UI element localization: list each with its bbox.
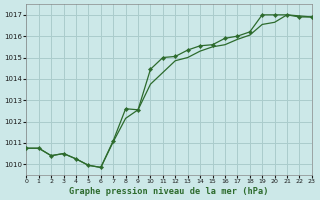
X-axis label: Graphe pression niveau de la mer (hPa): Graphe pression niveau de la mer (hPa) bbox=[69, 187, 269, 196]
